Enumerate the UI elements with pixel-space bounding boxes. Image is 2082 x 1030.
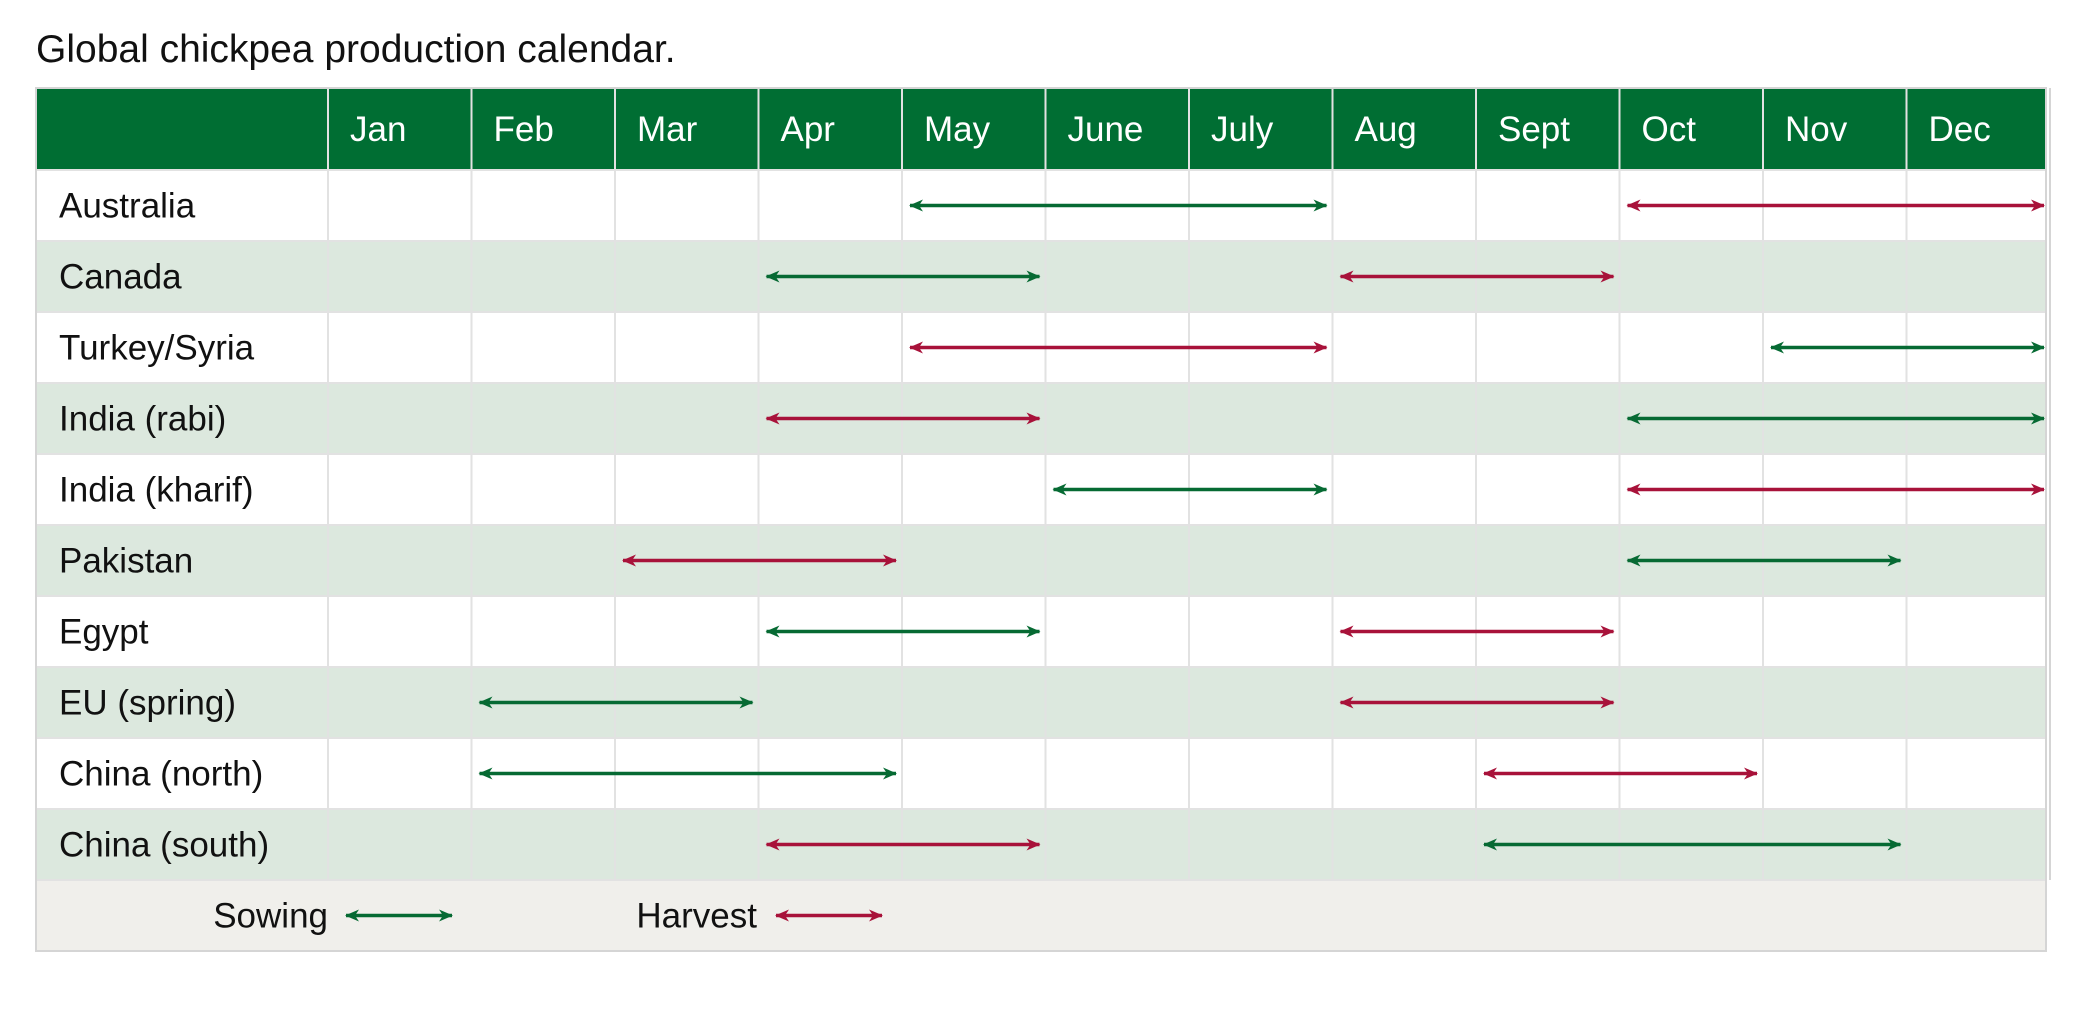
country-label: Pakistan — [59, 542, 193, 581]
country-label: China (north) — [59, 755, 263, 794]
month-header: Aug — [1355, 110, 1417, 149]
legend-sowing-label: Sowing — [213, 897, 328, 936]
month-header: Jan — [350, 110, 406, 149]
month-header: June — [1068, 110, 1144, 149]
country-label: Egypt — [59, 613, 149, 652]
row-bg — [36, 667, 2046, 738]
legend-row-bg — [36, 880, 2046, 951]
month-header: Dec — [1929, 110, 1991, 149]
row-bg — [36, 241, 2046, 312]
month-header: July — [1211, 110, 1274, 149]
country-label: India (kharif) — [59, 471, 254, 510]
table-border — [35, 87, 2047, 952]
country-label: Australia — [59, 187, 196, 226]
country-label: China (south) — [59, 826, 269, 865]
month-header: Oct — [1642, 110, 1697, 149]
country-label: Canada — [59, 258, 182, 297]
row-bg — [36, 596, 2046, 667]
month-header: Nov — [1785, 110, 1848, 149]
country-label: Turkey/Syria — [59, 329, 255, 368]
page-title: Global chickpea production calendar. — [36, 28, 676, 71]
month-header: May — [924, 110, 991, 149]
legend-harvest-label: Harvest — [636, 897, 757, 936]
country-label: EU (spring) — [59, 684, 236, 723]
country-label: India (rabi) — [59, 400, 226, 439]
header-row-bg — [36, 88, 2046, 170]
month-header: Sept — [1498, 110, 1570, 149]
month-header: Feb — [494, 110, 554, 149]
month-header: Mar — [637, 110, 698, 149]
month-header: Apr — [781, 110, 836, 149]
